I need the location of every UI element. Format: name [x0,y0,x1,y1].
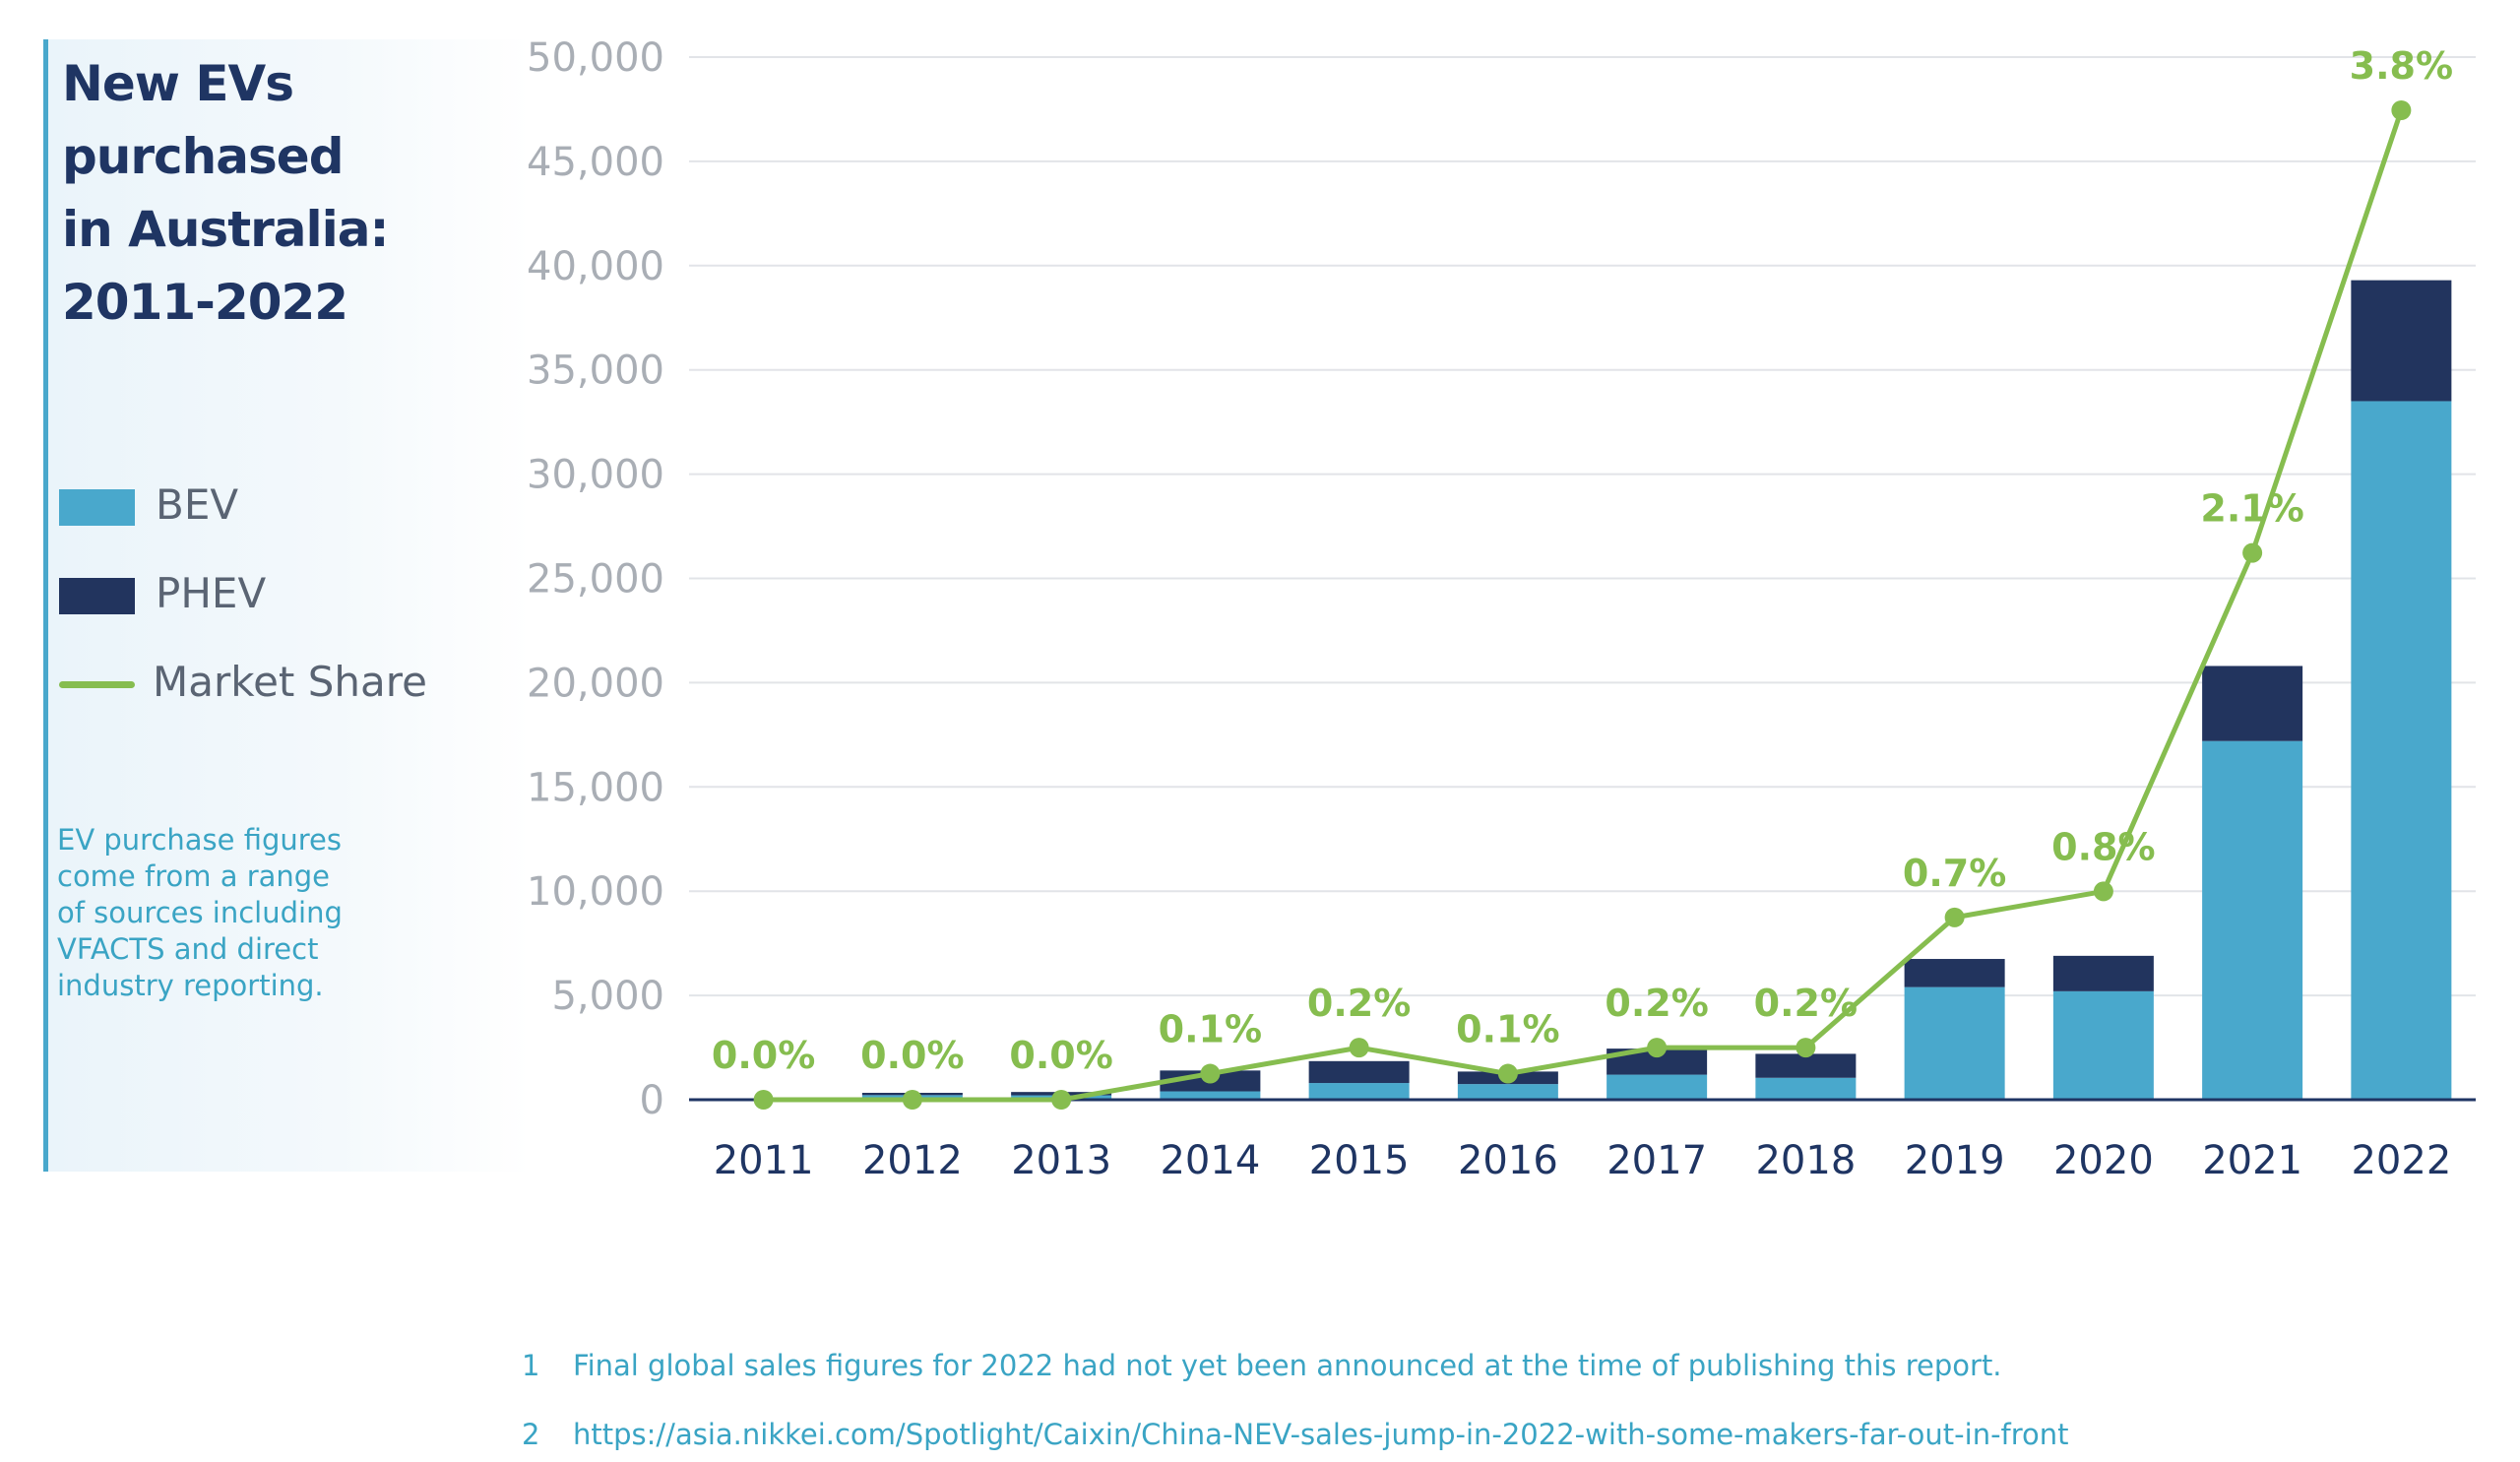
market-share-point [2093,881,2113,902]
market-share-label: 0.0% [1009,1034,1112,1077]
market-share-point [1497,1063,1518,1084]
y-tick-label: 15,000 [527,765,664,810]
footnote-2: 2 https://asia.nikkei.com/Spotlight/Caixi… [522,1418,2069,1451]
source-note-line: of sources including [57,896,343,929]
market-share-label: 3.8% [2350,44,2453,88]
chart-title-line: 2011-2022 [62,274,348,331]
legend-label: BEV [156,480,239,529]
x-tick-label: 2011 [714,1138,814,1183]
market-share-line [763,109,2404,1103]
legend-label: Market Share [153,658,427,706]
bar-phev [2202,666,2303,741]
footnote-link[interactable]: https://asia.nikkei.com/Spotlight/Caixin… [573,1418,2069,1451]
y-tick-label: 20,000 [527,661,664,706]
footnote-number: 2 [522,1418,540,1451]
y-tick-label: 30,000 [527,453,664,498]
market-share-label: 0.2% [1605,982,1708,1025]
legend-label: PHEV [156,569,267,617]
bar-phev [2351,280,2452,402]
bar-phev [2052,955,2154,991]
market-share-label: 0.0% [712,1034,815,1077]
x-tick-label: 2019 [1905,1138,2005,1183]
y-tick-label: 25,000 [527,557,664,603]
x-tick-label: 2021 [2202,1138,2302,1183]
y-tick-label: 45,000 [527,140,664,185]
x-tick-label: 2015 [1309,1138,1410,1183]
legend-item-bev: BEV [59,473,453,532]
bar-bev [1308,1083,1410,1100]
x-tick-label: 2014 [1160,1138,1260,1183]
bar-phev [1904,959,2005,987]
market-share-point [1051,1090,1072,1110]
phev-swatch-icon [59,578,135,614]
market-share-point [2391,100,2412,120]
chart-title-line: in Australia: [62,201,390,258]
chart-title-line: New EVs [62,55,294,112]
market-share-point [1944,907,1965,927]
market-share-label: 0.7% [1903,852,2006,895]
x-tick-label: 2022 [2351,1138,2451,1183]
bar-bev [1457,1084,1558,1100]
market-share-label: 0.1% [1159,1008,1262,1051]
source-note-line: EV purchase figures [57,823,343,857]
market-share-label: 0.2% [1754,982,1858,1025]
footnote-text: Final global sales figures for 2022 had … [573,1349,2002,1382]
bar-bev [2052,990,2154,1100]
x-tick-label: 2018 [1755,1138,1856,1183]
bar-bev [1755,1077,1857,1100]
y-tick-label: 10,000 [527,869,664,915]
market-share-point [2242,542,2263,563]
bar-phev [1308,1060,1410,1084]
market-share-point [1796,1038,1816,1058]
market-share-label: 0.2% [1307,982,1411,1025]
chart-title-line: purchased [62,128,344,185]
chart-title: New EVs purchased in Australia: 2011-202… [62,47,475,339]
bev-swatch-icon [59,489,135,526]
market-share-point [1200,1063,1221,1084]
source-note-line: come from a range [57,859,331,893]
y-tick-label: 50,000 [527,35,664,81]
y-tick-label: 5,000 [551,974,664,1019]
source-note-line: VFACTS and direct [57,932,319,966]
market-share-label: 0.1% [1456,1008,1559,1051]
bar-bev [1606,1074,1708,1100]
y-tick-label: 35,000 [527,349,664,394]
market-share-line-icon [59,681,135,688]
x-tick-label: 2012 [862,1138,963,1183]
footnote-1: 1 Final global sales figures for 2022 had… [522,1349,2002,1382]
bar-bev [2351,401,2452,1101]
market-share-label: 0.0% [860,1034,964,1077]
market-share-point [902,1090,922,1110]
source-note-line: industry reporting. [57,969,324,1002]
market-share-point [1647,1038,1668,1058]
legend-item-market-share: Market Share [59,650,453,709]
bar-bev [1160,1091,1261,1100]
legend-item-phev: PHEV [59,561,453,620]
x-tick-label: 2016 [1458,1138,1558,1183]
market-share-label: 0.8% [2051,825,2155,868]
x-tick-label: 2017 [1606,1138,1707,1183]
market-share-point [1349,1038,1369,1058]
footnote-number: 1 [522,1349,540,1382]
x-tick-label: 2013 [1011,1138,1111,1183]
source-note: EV purchase figures come from a range of… [57,822,431,1004]
bar-bev [1904,986,2005,1100]
y-tick-label: 40,000 [527,244,664,289]
y-tick-label: 0 [640,1078,664,1123]
market-share-point [753,1090,774,1110]
market-share-label: 2.1% [2200,487,2303,531]
bar-phev [1755,1053,1857,1078]
bar-bev [2202,740,2303,1100]
x-tick-label: 2020 [2053,1138,2154,1183]
chart-plot: 50,000 45,000 40,000 35,000 30,000 25,000 20,0… [527,35,2476,1183]
